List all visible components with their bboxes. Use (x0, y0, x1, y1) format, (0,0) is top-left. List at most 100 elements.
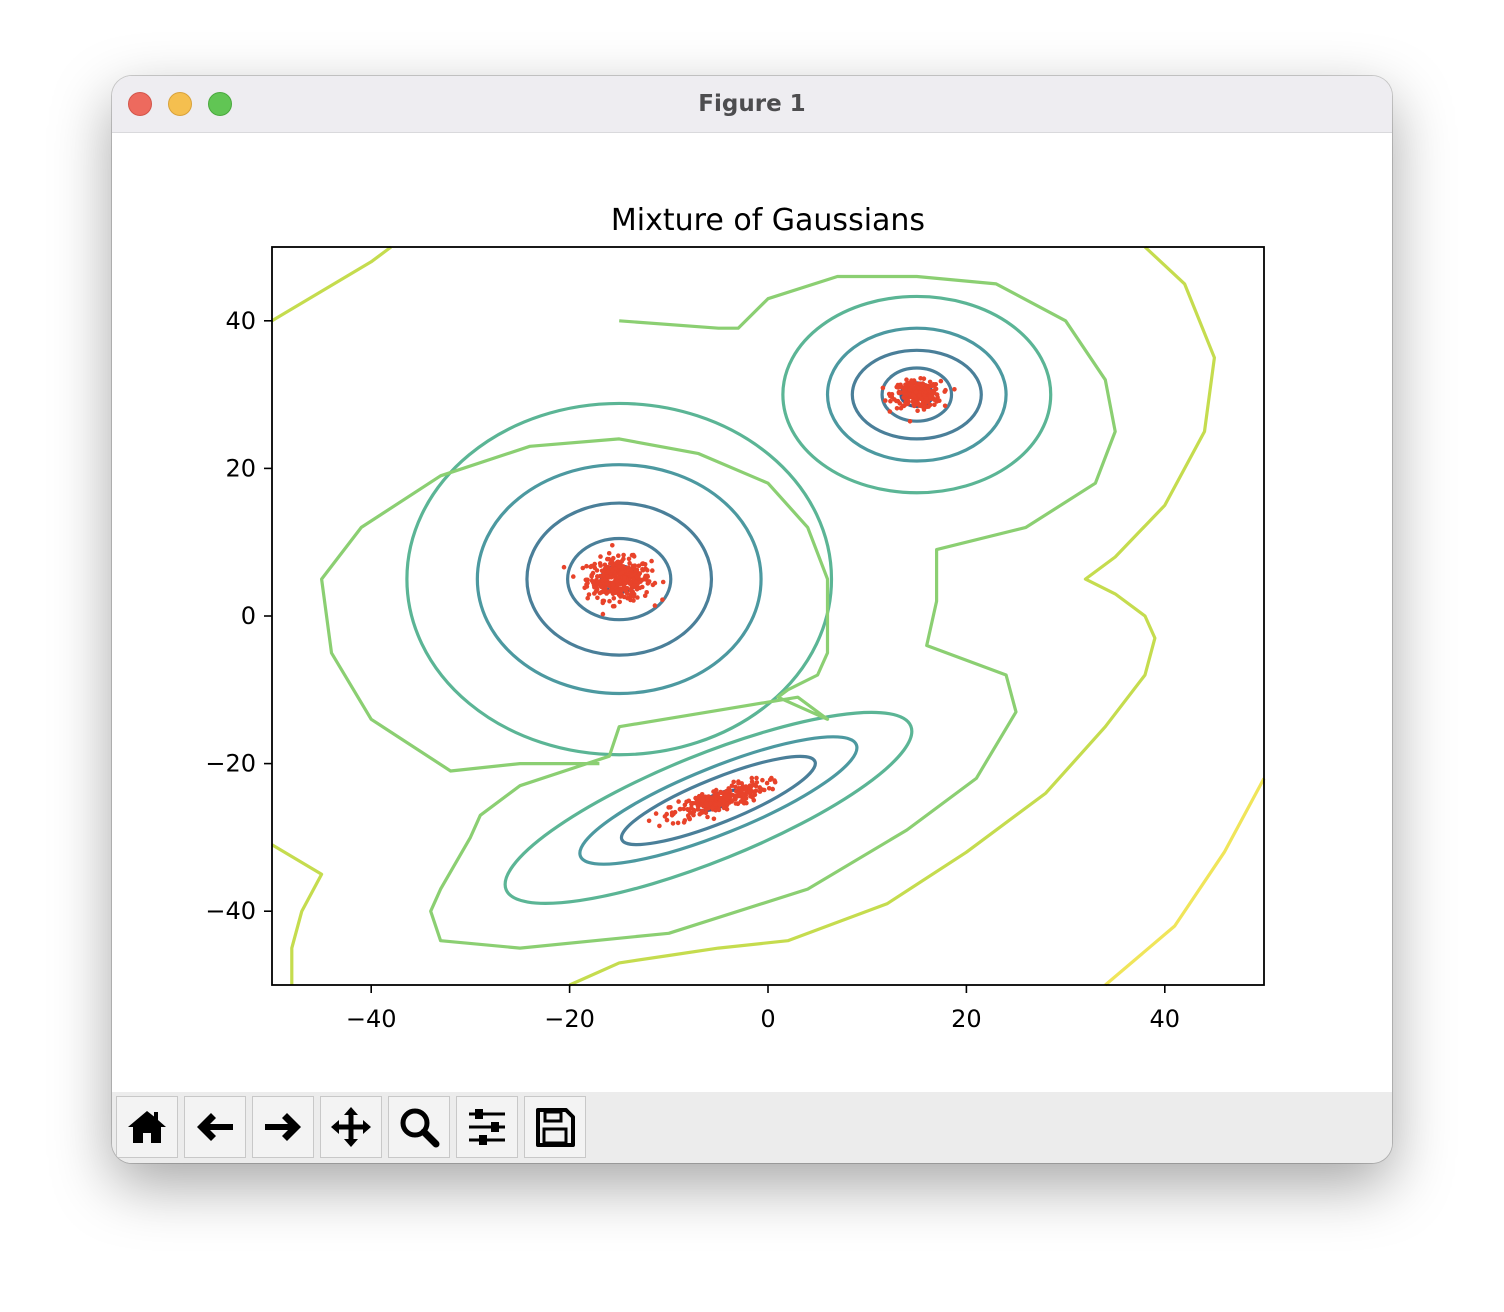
data-point (640, 561, 645, 566)
data-point (711, 816, 717, 822)
data-point (631, 594, 636, 599)
data-point (887, 409, 893, 414)
data-point (631, 554, 637, 559)
window-title: Figure 1 (698, 91, 806, 117)
data-point (615, 582, 621, 587)
data-point (606, 551, 612, 556)
data-point (610, 543, 615, 548)
data-point (625, 595, 630, 601)
data-point (609, 568, 615, 573)
data-point (561, 564, 567, 570)
data-point (932, 402, 937, 408)
data-point (718, 789, 723, 795)
x-tick-label: −20 (544, 1005, 595, 1033)
data-point (932, 397, 937, 402)
configure-subplots-button[interactable] (456, 1096, 518, 1158)
data-point (657, 823, 662, 829)
data-point (736, 781, 741, 786)
data-point (883, 398, 888, 403)
data-point (586, 592, 592, 597)
data-point (652, 580, 658, 586)
save-button[interactable] (524, 1096, 586, 1158)
data-point (626, 556, 632, 562)
data-point (607, 598, 612, 604)
data-point (703, 810, 709, 816)
data-point (676, 799, 681, 804)
data-point (589, 563, 594, 569)
data-point (606, 582, 612, 587)
data-point (606, 569, 611, 574)
home-button[interactable] (116, 1096, 178, 1158)
data-point (585, 595, 590, 601)
data-point (602, 562, 608, 568)
data-point (909, 378, 914, 383)
data-point (739, 792, 745, 797)
x-tick-label: 40 (1150, 1005, 1181, 1033)
data-point (721, 805, 727, 811)
figure-canvas[interactable]: −40 −20 0 20 40 40 20 0 −20 −40 Mixture of Gauss… (112, 133, 1392, 1091)
data-point (697, 811, 702, 817)
data-point (691, 809, 697, 815)
data-point (942, 403, 948, 409)
data-point (729, 783, 735, 788)
data-point (681, 806, 687, 812)
data-point (699, 792, 705, 797)
data-point (609, 588, 615, 594)
data-point (635, 585, 640, 591)
forward-button[interactable] (252, 1096, 314, 1158)
data-point (621, 556, 626, 562)
data-point (750, 794, 755, 799)
data-point (764, 780, 770, 786)
data-point (747, 789, 753, 795)
y-tick-label: −20 (205, 750, 256, 778)
maximize-button[interactable] (208, 92, 232, 116)
data-point (720, 799, 726, 804)
data-point (933, 386, 939, 392)
title-bar[interactable]: Figure 1 (112, 76, 1392, 133)
data-point (712, 792, 718, 798)
minimize-button[interactable] (168, 92, 192, 116)
move-icon (331, 1107, 371, 1147)
zoom-button[interactable] (388, 1096, 450, 1158)
data-point (934, 392, 940, 397)
data-point (660, 579, 666, 585)
contour-line (578, 735, 859, 866)
chart-title: Mixture of Gaussians (611, 203, 925, 238)
data-point (917, 393, 922, 398)
y-tick-label: 0 (241, 602, 256, 630)
back-button[interactable] (184, 1096, 246, 1158)
contour-line (271, 843, 324, 985)
data-point (614, 578, 619, 584)
data-point (682, 802, 688, 808)
data-point (614, 560, 620, 565)
data-point (757, 789, 763, 794)
data-point (678, 806, 683, 812)
data-point (584, 584, 590, 589)
data-point (594, 568, 600, 573)
data-point (611, 596, 617, 601)
data-point (753, 783, 759, 789)
data-point (704, 802, 710, 808)
data-point (627, 581, 633, 586)
data-point (598, 563, 603, 568)
data-point (743, 786, 748, 792)
contour-line (271, 245, 392, 323)
data-point (952, 387, 957, 392)
data-point (632, 583, 637, 588)
pan-button[interactable] (320, 1096, 382, 1158)
data-point (632, 563, 638, 568)
close-button[interactable] (128, 92, 152, 116)
data-point (733, 784, 738, 790)
y-tick-label: 40 (225, 307, 256, 335)
data-point (930, 383, 935, 389)
data-point (583, 577, 589, 583)
data-point (617, 564, 622, 569)
data-point (902, 388, 908, 393)
data-point (923, 404, 928, 409)
data-point (708, 801, 713, 806)
data-point (760, 777, 765, 783)
contour-line (880, 366, 954, 423)
data-point (624, 590, 630, 596)
data-point (921, 376, 927, 381)
contour-line (619, 754, 817, 847)
